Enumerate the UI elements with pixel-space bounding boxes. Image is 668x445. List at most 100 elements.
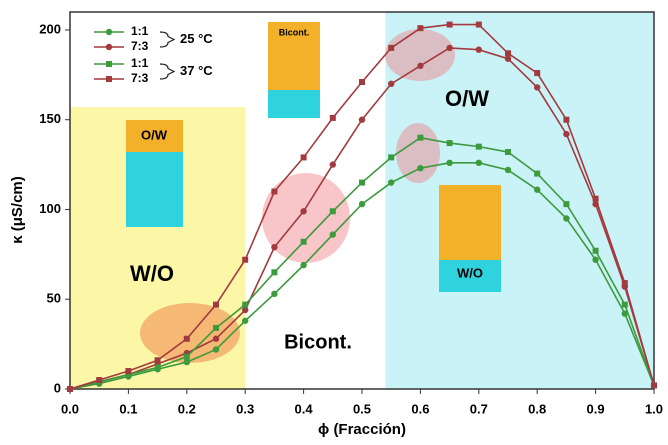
marker	[242, 257, 248, 263]
marker	[563, 215, 569, 221]
y-tick-label: 200	[39, 21, 61, 36]
marker	[534, 70, 540, 76]
x-tick-label: 0.4	[295, 401, 314, 416]
marker	[67, 386, 73, 392]
marker	[651, 382, 657, 388]
marker	[242, 302, 248, 308]
marker	[388, 154, 394, 160]
marker	[271, 291, 277, 297]
legend-marker	[106, 76, 112, 82]
legend-label: 7:3	[131, 71, 149, 85]
legend-label: 7:3	[131, 39, 149, 53]
x-tick-label: 0.9	[587, 401, 605, 416]
marker	[213, 346, 219, 352]
marker	[446, 45, 452, 51]
marker	[388, 179, 394, 185]
marker	[125, 368, 131, 374]
x-tick-label: 0.2	[178, 401, 196, 416]
highlight	[385, 29, 455, 81]
x-tick-label: 0.7	[470, 401, 488, 416]
marker	[359, 201, 365, 207]
y-axis-title: κ (μS/cm)	[9, 176, 26, 244]
marker	[184, 354, 190, 360]
marker	[505, 50, 511, 56]
marker	[563, 201, 569, 207]
legend-marker	[106, 44, 112, 50]
inset-label: Bicont.	[279, 27, 310, 37]
x-tick-label: 0.6	[411, 401, 429, 416]
legend-label: 1:1	[131, 24, 149, 38]
marker	[184, 359, 190, 365]
y-tick-label: 150	[39, 111, 61, 126]
marker	[534, 84, 540, 90]
marker	[505, 167, 511, 173]
y-tick-label: 0	[54, 380, 61, 395]
x-axis-title: ϕ (Fracción)	[318, 421, 406, 438]
x-tick-label: 0.5	[353, 401, 371, 416]
marker	[534, 171, 540, 177]
marker	[300, 208, 306, 214]
annotation: Bicont.	[284, 331, 352, 353]
marker	[593, 196, 599, 202]
marker	[417, 135, 423, 141]
marker	[476, 22, 482, 28]
marker	[593, 248, 599, 254]
marker	[330, 208, 336, 214]
marker	[359, 117, 365, 123]
marker	[534, 187, 540, 193]
marker	[96, 377, 102, 383]
marker	[330, 161, 336, 167]
x-tick-label: 0.0	[61, 401, 79, 416]
marker	[184, 336, 190, 342]
marker	[155, 357, 161, 363]
marker	[505, 55, 511, 61]
marker	[271, 244, 277, 250]
inset-label: W/O	[457, 265, 483, 280]
marker	[330, 231, 336, 237]
marker	[446, 160, 452, 166]
marker	[476, 144, 482, 150]
marker	[476, 160, 482, 166]
marker	[476, 47, 482, 53]
y-tick-label: 50	[47, 291, 61, 306]
legend-marker	[106, 61, 112, 67]
annotation: W/O	[130, 261, 174, 286]
annotation: O/W	[445, 86, 489, 111]
marker	[242, 307, 248, 313]
x-tick-label: 0.8	[528, 401, 546, 416]
legend-brace	[160, 64, 174, 79]
highlight	[396, 123, 440, 183]
marker	[242, 318, 248, 324]
marker	[505, 149, 511, 155]
chart: 0 50 100 150 200 0.0 0.1 0.2 0.3 0.4 0.5 0.6 0.7 0.8 0…	[0, 0, 668, 440]
marker	[447, 22, 453, 28]
marker	[271, 269, 277, 275]
legend-group: 25 °C	[180, 31, 213, 46]
legend-brace	[160, 32, 174, 47]
marker	[622, 302, 628, 308]
marker	[301, 239, 307, 245]
marker	[563, 117, 569, 123]
marker	[417, 25, 423, 31]
marker	[359, 79, 365, 85]
marker	[330, 115, 336, 121]
marker	[388, 81, 394, 87]
marker	[300, 262, 306, 268]
marker	[417, 63, 423, 69]
marker	[388, 45, 394, 51]
legend-group: 37 °C	[180, 63, 213, 78]
x-tick-label: 1.0	[645, 401, 663, 416]
marker	[301, 154, 307, 160]
inset-label: O/W	[141, 127, 168, 142]
x-tick-label: 0.3	[236, 401, 254, 416]
marker	[563, 131, 569, 137]
marker	[447, 140, 453, 146]
marker	[213, 302, 219, 308]
legend-label: 1:1	[131, 56, 149, 70]
marker	[359, 180, 365, 186]
marker	[155, 364, 161, 370]
x-tick-label: 0.1	[119, 401, 137, 416]
marker	[213, 325, 219, 331]
legend-marker	[106, 29, 112, 35]
y-tick-label: 100	[39, 201, 61, 216]
